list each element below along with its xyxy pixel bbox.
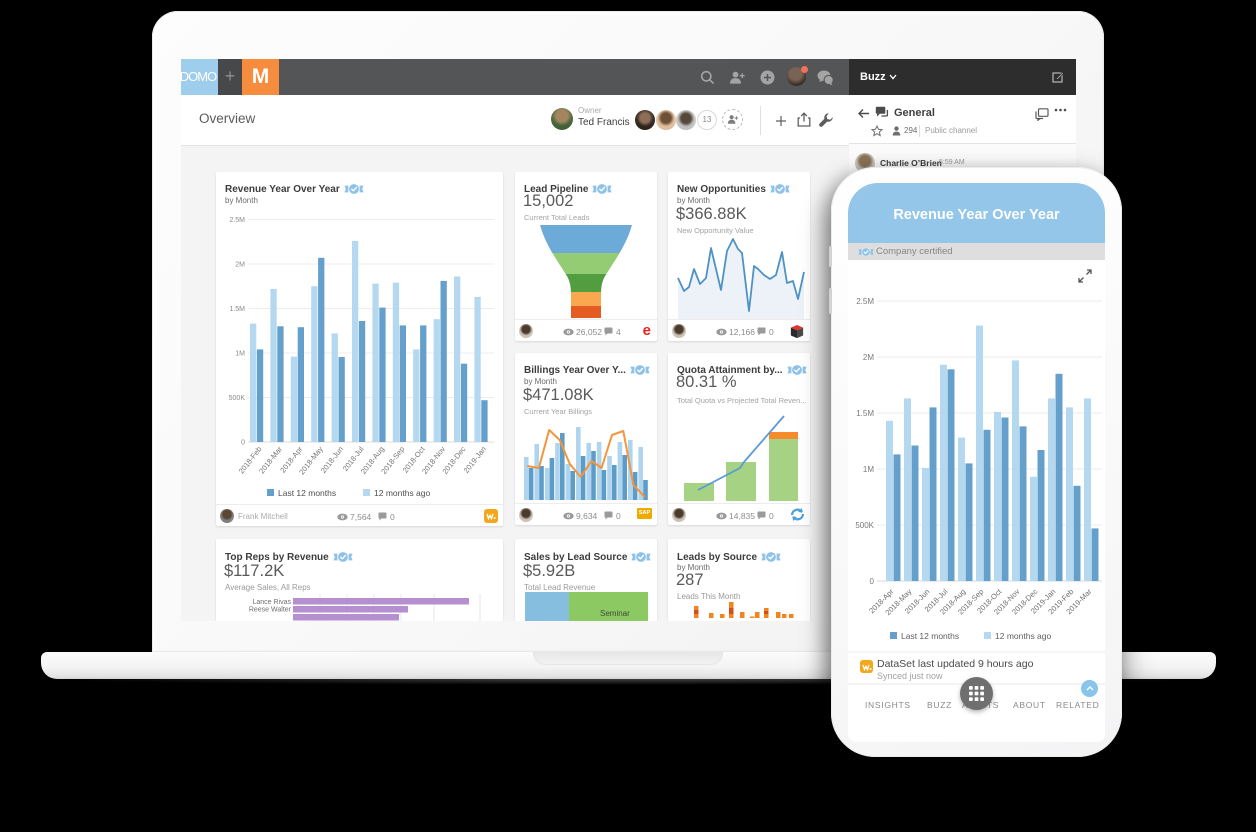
svg-text:Last 12 months: Last 12 months: [901, 631, 959, 641]
svg-text:1.5M: 1.5M: [229, 306, 245, 313]
svg-text:1.5M: 1.5M: [856, 409, 874, 418]
svg-text:0: 0: [241, 440, 245, 447]
svg-text:1M: 1M: [863, 465, 874, 474]
svg-text:Last 12 months: Last 12 months: [278, 488, 336, 498]
svg-text:500K: 500K: [229, 395, 246, 402]
svg-text:2M: 2M: [235, 262, 245, 269]
svg-text:2M: 2M: [863, 353, 874, 362]
svg-text:1M: 1M: [235, 351, 245, 358]
svg-text:500K: 500K: [855, 521, 874, 530]
svg-text:2.5M: 2.5M: [856, 297, 874, 306]
svg-text:Reese Walter: Reese Walter: [249, 607, 292, 614]
svg-text:12 months ago: 12 months ago: [374, 488, 431, 498]
svg-text:2.5M: 2.5M: [229, 217, 245, 224]
svg-text:12 months ago: 12 months ago: [995, 631, 1052, 641]
svg-text:Lance Rivas: Lance Rivas: [252, 599, 291, 606]
svg-text:0: 0: [870, 577, 875, 586]
